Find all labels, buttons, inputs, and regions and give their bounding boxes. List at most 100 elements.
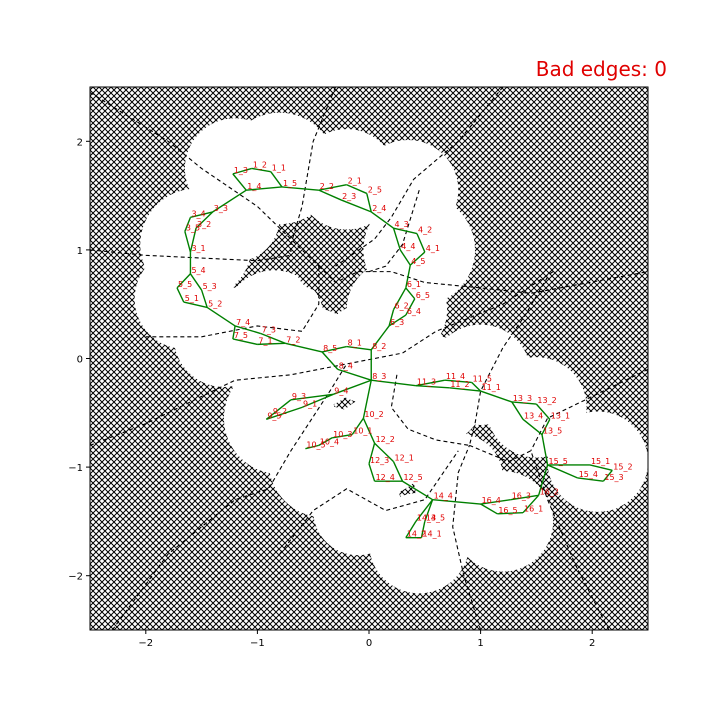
graph-edge <box>318 184 347 191</box>
node-label: 2_4 <box>372 204 386 213</box>
node-label: 12_1 <box>395 454 414 463</box>
graph-edge <box>511 401 524 420</box>
x-axis: −2 −1 0 1 2 <box>138 630 595 649</box>
graph-edge <box>405 521 417 539</box>
node-label: 4_3 <box>395 220 409 229</box>
graph-edge <box>535 403 551 420</box>
graph-edge <box>285 342 323 353</box>
node-label: 15_4 <box>579 470 598 479</box>
graph-edge <box>409 251 426 266</box>
graph-edge <box>602 469 613 482</box>
node-label: 8_4 <box>339 361 353 370</box>
node-label: 15_2 <box>613 462 632 471</box>
node-label: 4_5 <box>411 257 425 266</box>
graph-edge <box>176 287 185 303</box>
node-label: 10_1 <box>353 427 372 436</box>
graph-edge <box>480 503 498 515</box>
node-label: 14_2 <box>407 530 426 539</box>
graph-edge <box>200 289 208 308</box>
node-label: 11_1 <box>482 383 501 392</box>
graph-edge <box>340 199 372 213</box>
plot-area: 1_1 1_2 1_3 1_4 1_5 2_1 2_2 2_3 2_4 2_5 3_1 3_23_3 3… <box>89 86 649 631</box>
graph-edge <box>444 379 472 384</box>
node-label: 12_4 <box>376 473 395 482</box>
free-space-region <box>134 112 648 594</box>
region-boundary <box>111 363 348 630</box>
graph-edge <box>318 437 333 446</box>
graph-edge <box>392 287 407 310</box>
node-label: 9_4 <box>334 386 348 395</box>
node-label: 1_2 <box>253 160 267 169</box>
region-boundary <box>145 266 320 338</box>
graph-edge <box>270 171 283 188</box>
node-label: 2_3 <box>342 192 356 201</box>
node-label: 9_5 <box>267 411 281 420</box>
node-label: 7_2 <box>286 335 300 344</box>
node-label: 14_4 <box>434 492 453 501</box>
x-tick-label: −2 <box>138 638 153 649</box>
region-boundary <box>90 91 320 267</box>
region-boundary <box>335 87 504 267</box>
region-boundary <box>468 276 549 446</box>
node-label: 4_2 <box>418 226 432 235</box>
node-label: 3_5 <box>186 223 200 232</box>
graph-edge <box>232 325 236 340</box>
graph-edge <box>471 381 482 392</box>
graph-edge <box>232 167 253 175</box>
node-label: 13_3 <box>513 394 532 403</box>
free-space-disk <box>547 411 648 512</box>
graph-edges <box>176 167 613 539</box>
graph-edge <box>374 442 395 463</box>
node-label: 14_5 <box>426 513 445 522</box>
graph-edge <box>589 464 613 472</box>
region-boundary <box>90 249 291 262</box>
graph-edge <box>301 393 334 409</box>
graph-edge <box>321 351 339 370</box>
region-boundary <box>469 444 610 630</box>
node-label: 16_3 <box>512 492 531 501</box>
graph-edge <box>449 387 481 392</box>
node-label: 15_1 <box>591 457 610 466</box>
graph-edge <box>480 498 511 505</box>
node-label: 9_3 <box>292 392 306 401</box>
graph-edge <box>190 211 213 219</box>
node-label: 16_5 <box>498 506 517 515</box>
node-label: 1_3 <box>234 166 248 175</box>
graph-edge <box>432 498 481 505</box>
graph-edge <box>370 325 390 351</box>
node-label: 5_1 <box>185 294 199 303</box>
obstacle-hole <box>277 245 305 272</box>
region-boundary <box>390 374 470 446</box>
node-label: 3_2 <box>197 220 211 229</box>
graph-edge <box>405 264 411 289</box>
node-label: 7_4 <box>236 318 250 327</box>
graph-edge <box>337 368 372 381</box>
x-tick-label: −1 <box>250 638 265 649</box>
graph-edge <box>351 417 364 435</box>
x-tick-label: 0 <box>366 638 372 649</box>
node-label: 12_3 <box>370 456 389 465</box>
graph-edge <box>184 217 192 232</box>
graph-edge <box>541 418 551 435</box>
node-label: 1_4 <box>247 182 261 191</box>
node-label: 10_2 <box>364 410 383 419</box>
graph-edge <box>392 461 404 482</box>
graph-edge <box>266 406 303 420</box>
graph-edge <box>368 443 376 465</box>
region-boundary <box>290 87 337 256</box>
region-boundary <box>452 445 482 630</box>
node-label: 4_4 <box>401 242 415 251</box>
graph-edge <box>480 390 513 403</box>
graph-edge <box>318 189 342 201</box>
region-boundary <box>368 190 420 273</box>
y-tick-label: 0 <box>77 355 83 366</box>
graph-edge <box>420 521 426 538</box>
node-label: 10_4 <box>320 437 339 446</box>
node-label: 11_3 <box>417 378 436 387</box>
region-boundary <box>279 450 459 555</box>
graph-edge <box>321 345 347 353</box>
graph-edge <box>541 434 549 466</box>
node-label: 7_5 <box>234 331 248 340</box>
node-label: 15_5 <box>549 457 568 466</box>
